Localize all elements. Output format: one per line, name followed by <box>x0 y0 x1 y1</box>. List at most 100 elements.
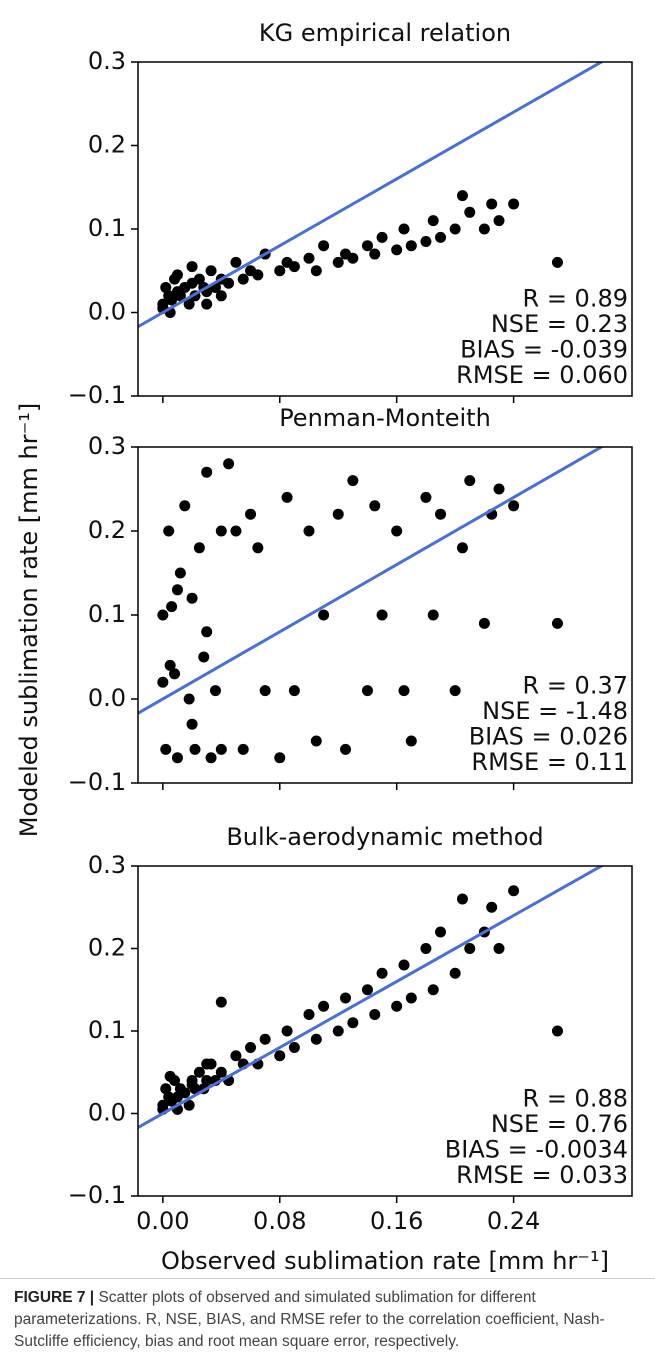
point <box>449 967 461 979</box>
point <box>160 1083 172 1095</box>
plot-frame <box>137 446 633 784</box>
point <box>245 1042 257 1053</box>
y-tick-label: 0.1 <box>88 600 126 628</box>
point <box>179 1087 191 1099</box>
point <box>493 215 505 227</box>
y-tick-label: 0.2 <box>88 131 126 159</box>
point <box>508 500 520 512</box>
stat-annotation: NSE = 0.23 <box>491 310 628 338</box>
point <box>391 1000 403 1012</box>
point <box>449 685 461 697</box>
y-tick-label: 0.2 <box>88 934 126 962</box>
point <box>201 298 213 310</box>
point <box>420 943 432 954</box>
point <box>398 959 410 971</box>
y-tick-label: 0.3 <box>88 851 126 879</box>
point <box>157 676 169 688</box>
panel-title: Bulk-aerodynamic method <box>226 823 543 851</box>
point <box>274 1050 286 1062</box>
y-axis-label: Modeled sublimation rate [mm hr⁻¹] <box>15 403 43 838</box>
point <box>464 206 476 218</box>
point <box>215 743 227 755</box>
point <box>486 901 498 913</box>
point <box>160 281 172 293</box>
point <box>186 261 198 273</box>
point <box>230 256 242 268</box>
stat-annotation: BIAS = -0.0034 <box>445 1136 628 1164</box>
y-tick-label: 0.1 <box>88 1016 126 1044</box>
point <box>303 252 315 264</box>
point <box>193 542 205 554</box>
point <box>201 466 213 478</box>
y-tick-label: 0.0 <box>88 298 126 326</box>
point <box>427 609 439 621</box>
point <box>223 277 235 289</box>
point <box>274 265 286 277</box>
point <box>288 1042 300 1053</box>
point <box>340 992 352 1004</box>
point <box>183 298 195 310</box>
caption-label: FIGURE 7 | <box>14 1289 95 1306</box>
point <box>551 1025 563 1037</box>
point <box>169 668 181 680</box>
point <box>183 1099 195 1111</box>
point <box>166 294 178 306</box>
point <box>215 525 227 537</box>
points <box>157 458 563 764</box>
point <box>478 617 490 629</box>
point <box>493 483 505 495</box>
point <box>288 685 300 697</box>
point <box>245 508 257 520</box>
point <box>449 223 461 235</box>
point <box>164 659 176 671</box>
point <box>281 491 293 503</box>
point <box>405 992 417 1004</box>
point <box>186 592 198 604</box>
point <box>361 685 373 697</box>
stat-annotation: BIAS = -0.039 <box>460 336 628 364</box>
point <box>405 240 417 252</box>
point <box>259 1033 271 1045</box>
point <box>398 223 410 235</box>
point <box>179 500 191 512</box>
stat-annotation: BIAS = 0.026 <box>469 723 628 751</box>
x-tick-label: 0.16 <box>370 1207 423 1235</box>
point <box>193 1066 205 1078</box>
point <box>508 198 520 210</box>
point <box>456 190 468 202</box>
point <box>369 500 381 512</box>
identity-line <box>138 866 605 1130</box>
point <box>237 743 249 755</box>
point <box>347 1017 359 1029</box>
point <box>230 1050 242 1062</box>
point <box>398 685 410 697</box>
point <box>215 996 227 1008</box>
point <box>274 752 286 764</box>
point <box>174 567 186 579</box>
point <box>171 752 183 764</box>
point <box>198 651 210 663</box>
point <box>456 542 468 554</box>
point <box>435 231 447 243</box>
point <box>205 752 217 764</box>
y-tick-label: 0.0 <box>88 1099 126 1127</box>
point <box>340 743 352 755</box>
point <box>486 198 498 210</box>
point <box>332 1025 344 1037</box>
plot-frame <box>137 865 633 1197</box>
y-tick-label: −0.1 <box>68 768 126 796</box>
point <box>160 743 172 755</box>
point <box>405 735 417 747</box>
point <box>420 491 432 503</box>
stat-annotation: R = 0.89 <box>523 285 628 313</box>
point <box>464 475 476 487</box>
point <box>230 525 242 537</box>
point <box>281 1025 293 1037</box>
point <box>361 984 373 996</box>
point <box>215 290 227 302</box>
point <box>318 1000 330 1012</box>
point <box>186 1079 198 1091</box>
point <box>493 943 505 954</box>
stat-annotation: RMSE = 0.033 <box>456 1161 628 1189</box>
